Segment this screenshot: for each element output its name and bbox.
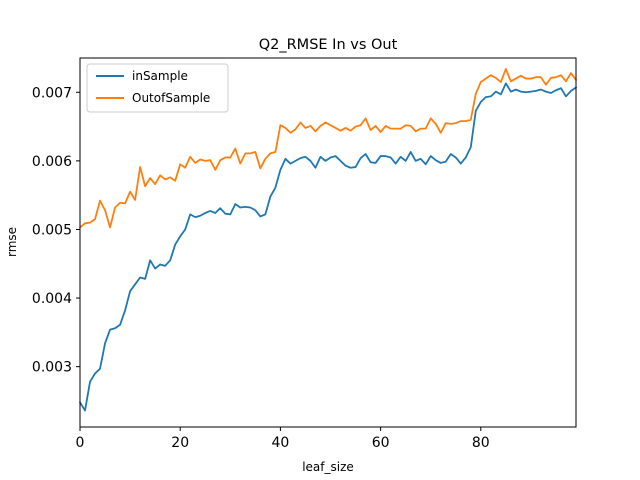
y-axis-label: rmse: [5, 227, 19, 257]
y-tick-label-0.003: 0.003: [32, 360, 72, 376]
series-line-outofsample: [79, 68, 577, 229]
legend-label-outofsample: OutofSample: [132, 91, 210, 105]
y-tick-label-0.004: 0.004: [32, 291, 72, 307]
legend: inSample OutofSample: [86, 63, 229, 113]
series-line-insample: [79, 82, 577, 412]
legend-label-insample: inSample: [132, 69, 188, 83]
x-tick-label-40: 40: [271, 435, 289, 451]
y-tick-label-0.005: 0.005: [32, 222, 72, 238]
x-tick-label-20: 20: [171, 435, 189, 451]
x-tick-label-0: 0: [76, 435, 85, 451]
x-axis: 0 20 40 60 80: [76, 427, 490, 451]
x-tick-label-60: 60: [372, 435, 390, 451]
chart-title: Q2_RMSE In vs Out: [259, 37, 398, 53]
y-tick-label-0.007: 0.007: [32, 85, 72, 101]
x-tick-label-80: 80: [472, 435, 490, 451]
series-layer: [79, 68, 577, 412]
x-axis-label: leaf_size: [302, 460, 354, 474]
y-tick-label-0.006: 0.006: [32, 154, 72, 170]
plot-frame: [79, 57, 577, 428]
y-axis: 0.003 0.004 0.005 0.006 0.007: [32, 85, 80, 376]
